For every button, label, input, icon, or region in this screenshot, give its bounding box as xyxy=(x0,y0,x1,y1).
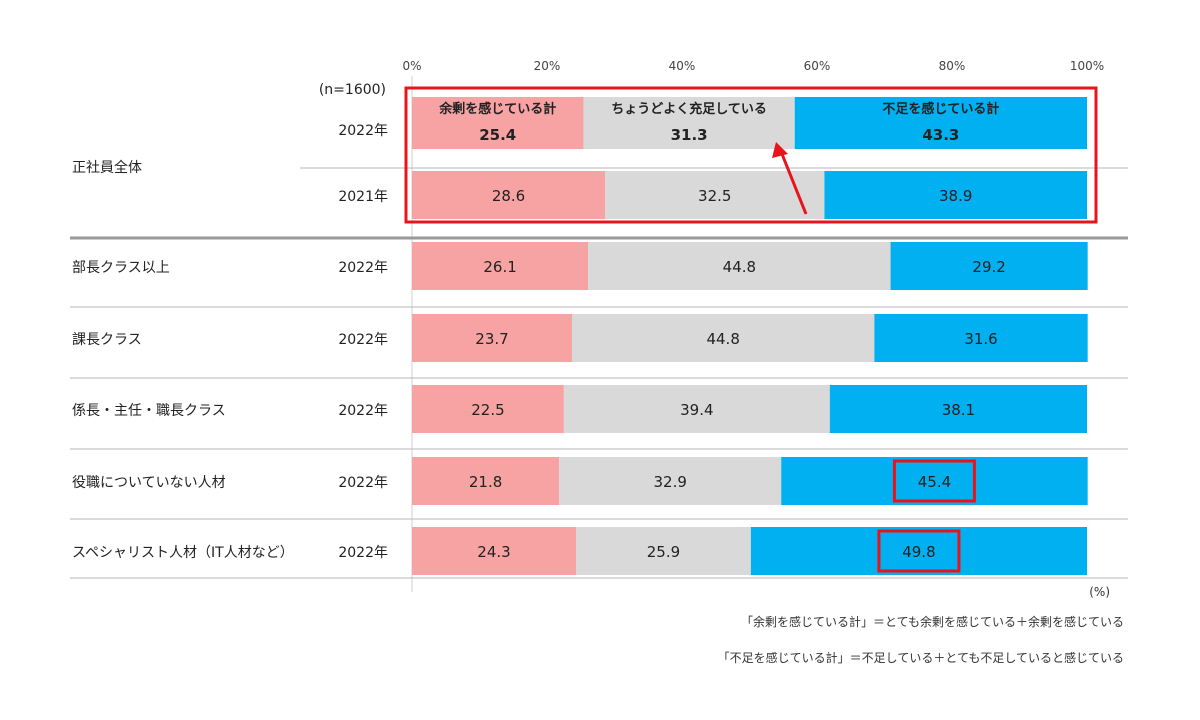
bars: 25.4 余剰を感じている計 31.3 ちょうどよく充足している 43.3 不足を感じてい… xyxy=(412,97,1088,575)
bar-segment xyxy=(874,314,1088,362)
x-tick-label: 40% xyxy=(669,59,696,73)
bar-segment xyxy=(576,527,751,575)
year-label: 2022年 xyxy=(338,332,388,348)
series-label: ちょうどよく充足している xyxy=(611,101,767,117)
bar-segment xyxy=(583,97,795,149)
highlight-box-49-8 xyxy=(877,529,961,573)
bar-segment xyxy=(588,242,891,290)
series-label: 余剰を感じている計 xyxy=(438,101,556,117)
bar-segment xyxy=(412,242,589,290)
bar-segment xyxy=(794,97,1087,149)
data-label: 21.8 xyxy=(469,473,502,491)
data-label: 28.6 xyxy=(492,187,525,205)
year-label: 2022年 xyxy=(338,545,388,561)
x-tick-label: 60% xyxy=(804,59,831,73)
highlights xyxy=(404,86,1098,573)
bar-segment xyxy=(412,314,572,362)
bar-segment xyxy=(412,171,606,219)
footnote-1: 「余剰を感じている計」＝とても余剰を感じている＋余剰を感じている xyxy=(741,614,1124,629)
group-label: 正社員全体 xyxy=(72,159,142,176)
data-label: 26.1 xyxy=(483,258,516,276)
unit-label: (%) xyxy=(1089,585,1110,599)
x-tick-label: 80% xyxy=(939,59,966,73)
bar-segment xyxy=(750,527,1087,575)
bar-segment xyxy=(890,242,1088,290)
category-label: 課長クラス xyxy=(72,332,142,348)
data-label: 32.9 xyxy=(653,473,686,491)
bar-segment xyxy=(824,171,1087,219)
data-label: 38.9 xyxy=(939,187,972,205)
data-label: 24.3 xyxy=(477,543,510,561)
category-label: 役職についていない人材 xyxy=(72,475,226,491)
bar-segment xyxy=(781,457,1088,505)
bar-segment xyxy=(605,171,825,219)
data-label: 44.8 xyxy=(723,258,756,276)
grid-lines xyxy=(70,76,1128,592)
highlight-box-overall xyxy=(404,86,1098,224)
x-tick-label: 100% xyxy=(1070,59,1104,73)
footnote-2: 「不足を感じている計」＝不足している＋とても不足していると感じている xyxy=(718,650,1124,665)
sample-size-label: (n=1600) xyxy=(319,82,386,98)
x-axis-ticks: 0% 20% 40% 60% 80% 100% xyxy=(402,59,1104,73)
data-label: 45.4 xyxy=(918,473,951,491)
category-label: 部長クラス以上 xyxy=(72,260,170,276)
bar-segment xyxy=(412,457,560,505)
bar-segment xyxy=(412,527,577,575)
year-label: 2022年 xyxy=(338,475,388,491)
bar-segment xyxy=(829,385,1087,433)
x-tick-label: 0% xyxy=(402,59,421,73)
data-label: 22.5 xyxy=(471,401,504,419)
category-label: 係長・主任・職長クラス xyxy=(72,403,226,419)
bar-segment xyxy=(559,457,782,505)
data-label: 29.2 xyxy=(972,258,1005,276)
data-label: 31.6 xyxy=(964,330,997,348)
bar-segment xyxy=(571,314,875,362)
year-label: 2022年 xyxy=(338,123,388,139)
data-label: 32.5 xyxy=(698,187,731,205)
bar-segment xyxy=(563,385,830,433)
data-label: 25.4 xyxy=(479,126,516,144)
year-label: 2022年 xyxy=(338,260,388,276)
year-label: 2021年 xyxy=(338,189,388,205)
data-label: 31.3 xyxy=(671,126,708,144)
data-label: 23.7 xyxy=(475,330,508,348)
year-label: 2022年 xyxy=(338,403,388,419)
bar-segment xyxy=(412,385,564,433)
data-label: 39.4 xyxy=(680,401,713,419)
series-label: 不足を感じている計 xyxy=(882,101,999,117)
category-label: スペシャリスト人材（IT人材など） xyxy=(72,545,294,561)
data-label: 43.3 xyxy=(922,126,959,144)
arrow-shaft xyxy=(780,153,808,215)
data-label: 25.9 xyxy=(647,543,680,561)
highlight-box-45-4 xyxy=(892,459,976,503)
data-label: 44.8 xyxy=(706,330,739,348)
data-label: 49.8 xyxy=(902,543,935,561)
row-labels: 2022年2021年2022年部長クラス以上2022年課長クラス2022年係長・… xyxy=(72,123,388,561)
x-tick-label: 20% xyxy=(534,59,561,73)
arrow-head xyxy=(772,142,788,158)
data-label: 38.1 xyxy=(942,401,975,419)
bar-segment xyxy=(412,97,584,149)
